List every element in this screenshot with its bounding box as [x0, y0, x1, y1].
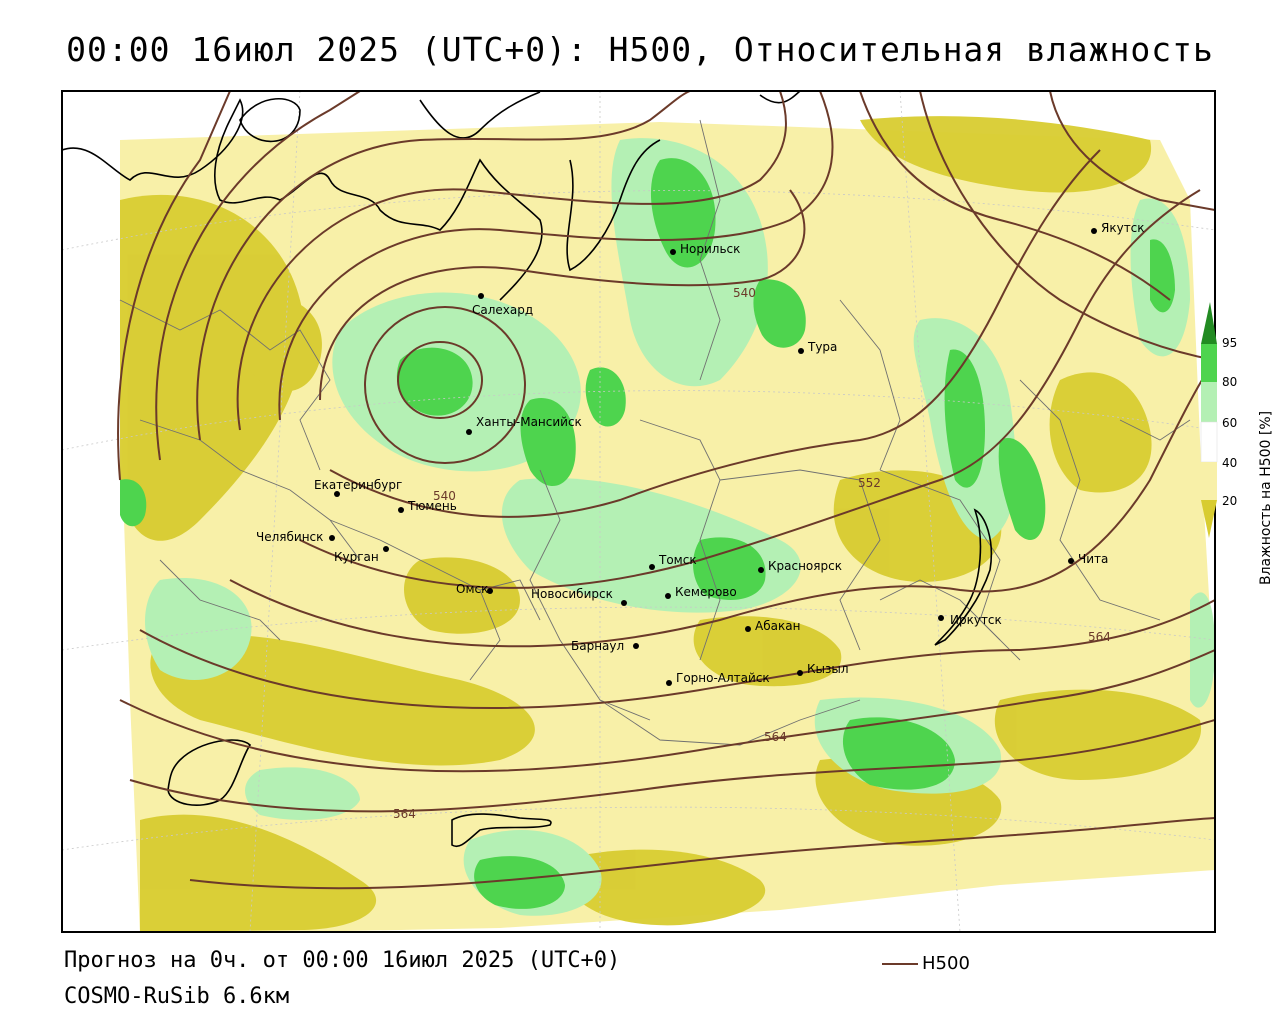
city-omsk[interactable]: Омск [456, 582, 493, 596]
city-tyumen[interactable]: Тюмень [398, 499, 457, 513]
colorbar-band-95 [1201, 344, 1217, 382]
svg-text:Новосибирск: Новосибирск [531, 587, 613, 601]
model-name: COSMO-RuSib 6.6км [64, 984, 290, 1009]
svg-text:Кызыл: Кызыл [807, 662, 849, 676]
svg-text:Тюмень: Тюмень [407, 499, 457, 513]
svg-text:Ханты-Мансийск: Ханты-Мансийск [476, 415, 582, 429]
city-tomsk[interactable]: Томск [649, 553, 697, 570]
humidity-colorbar [1200, 302, 1218, 538]
svg-text:Тура: Тура [807, 340, 837, 354]
contour-labels: 540 540 552 564 564 564 [393, 286, 1111, 821]
svg-text:Чита: Чита [1078, 552, 1108, 566]
svg-text:Кемерово: Кемерово [675, 585, 737, 599]
svg-text:Омск: Омск [456, 582, 488, 596]
city-irkutsk[interactable]: Иркутск [938, 613, 1002, 627]
contour-label: 552 [858, 476, 881, 490]
city-kemerovo[interactable]: Кемерово [665, 585, 737, 599]
h500-contours [117, 91, 1215, 890]
contour-legend: H500 [882, 953, 970, 974]
colorbar-tick: 80 [1222, 375, 1238, 389]
city-krasnoyarsk[interactable]: Красноярск [758, 559, 842, 573]
colorbar-band-40 [1201, 462, 1217, 500]
graticule [62, 91, 1215, 932]
city-norilsk[interactable]: Норильск [670, 242, 740, 256]
humidity-high-areas [120, 158, 1175, 909]
svg-text:Салехард: Салехард [472, 303, 533, 317]
city-kurgan[interactable]: Курган [334, 546, 389, 564]
contour-label: 540 [733, 286, 756, 300]
city-salekhard[interactable]: Салехард [472, 293, 533, 317]
colorbar-tick: 60 [1222, 416, 1238, 430]
map-title: 00:00 16июл 2025 (UTC+0): H500, Относите… [66, 30, 1214, 69]
svg-text:Екатеринбург: Екатеринбург [314, 478, 402, 492]
city-chita[interactable]: Чита [1068, 552, 1108, 566]
colorbar-tick: 20 [1222, 494, 1238, 508]
city-gorno-altaysk[interactable]: Горно-Алтайск [666, 671, 770, 686]
colorbar-band-80 [1201, 382, 1217, 422]
svg-text:Челябинск: Челябинск [256, 530, 323, 544]
svg-text:Горно-Алтайск: Горно-Алтайск [676, 671, 770, 685]
svg-text:Абакан: Абакан [755, 619, 800, 633]
svg-text:Красноярск: Красноярск [768, 559, 842, 573]
colorbar-title: Влажность на H500 [%] [1258, 410, 1274, 585]
colorbar-cap-top [1201, 302, 1217, 344]
weather-map[interactable]: 540 540 552 564 564 564 Норильск Якутск … [62, 91, 1215, 932]
city-kyzyl[interactable]: Кызыл [797, 662, 849, 676]
colorbar-tick: 40 [1222, 456, 1238, 470]
city-markers: Норильск Якутск Салехард Тура Ханты-Манс… [256, 221, 1145, 686]
city-yakutsk[interactable]: Якутск [1091, 221, 1145, 235]
city-yekaterinburg[interactable]: Екатеринбург [314, 478, 402, 497]
city-novosibirsk[interactable]: Новосибирск [531, 587, 627, 606]
svg-text:Якутск: Якутск [1101, 221, 1145, 235]
city-barnaul[interactable]: Барнаул [571, 639, 639, 653]
legend-label: H500 [922, 953, 970, 974]
forecast-info: Прогноз на 0ч. от 00:00 16июл 2025 (UTC+… [64, 948, 621, 973]
colorbar-band-60 [1200, 421, 1218, 463]
contour-label: 564 [393, 807, 416, 821]
contour-label: 540 [433, 489, 456, 503]
legend-line-swatch [882, 962, 918, 965]
svg-text:Курган: Курган [334, 550, 379, 564]
city-khanty-mansiysk[interactable]: Ханты-Мансийск [466, 415, 582, 435]
contour-label: 564 [764, 730, 787, 744]
colorbar-tick: 95 [1222, 336, 1238, 350]
contour-label: 564 [1088, 630, 1111, 644]
svg-text:Томск: Томск [658, 553, 697, 567]
svg-text:Барнаул: Барнаул [571, 639, 624, 653]
city-chelyabinsk[interactable]: Челябинск [256, 530, 335, 544]
svg-text:Норильск: Норильск [680, 242, 740, 256]
svg-text:Иркутск: Иркутск [950, 613, 1002, 627]
city-tura[interactable]: Тура [798, 340, 837, 354]
city-abakan[interactable]: Абакан [745, 619, 800, 633]
colorbar-cap-bottom [1201, 500, 1217, 538]
region-borders [119, 119, 1191, 746]
